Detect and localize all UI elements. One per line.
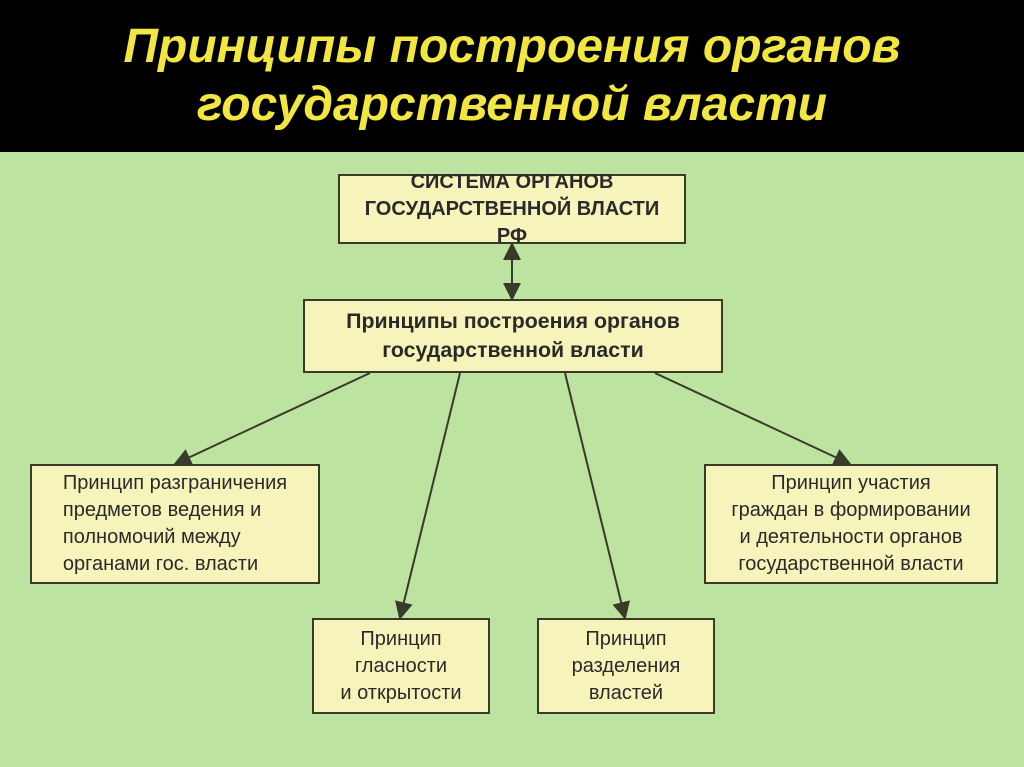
node-participation-l4: государственной власти <box>738 553 963 575</box>
node-delimitation: Принцип разграничения предметов ведения … <box>30 464 320 584</box>
node-openness-l2: гласности <box>355 655 447 677</box>
node-delimitation-l2: предметов ведения и <box>63 499 261 521</box>
title-line-2: государственной власти <box>197 78 827 131</box>
node-separation-l1: Принцип <box>585 628 666 650</box>
node-participation-l1: Принцип участия <box>771 472 930 494</box>
node-participation-l3: и деятельности органов <box>740 526 963 548</box>
node-principles-l2: государственной власти <box>382 338 643 362</box>
node-openness-l1: Принцип <box>360 628 441 650</box>
node-delimitation-l4: органами гос. власти <box>63 553 258 575</box>
node-separation: Принцип разделения властей <box>537 618 715 714</box>
node-principles: Принципы построения органов государствен… <box>303 299 723 373</box>
node-participation: Принцип участия граждан в формировании и… <box>704 464 998 584</box>
node-separation-l3: властей <box>589 682 663 704</box>
node-principles-l1: Принципы построения органов <box>346 309 680 333</box>
title-line-1: Принципы построения органов <box>123 20 900 73</box>
node-delimitation-l1: Принцип разграничения <box>63 472 287 494</box>
node-participation-l2: граждан в формировании <box>731 499 970 521</box>
node-system-l2: ГОСУДАРСТВЕННОЙ ВЛАСТИ РФ <box>365 198 660 247</box>
diagram-canvas: СИСТЕМА ОРГАНОВ ГОСУДАРСТВЕННОЙ ВЛАСТИ Р… <box>0 152 1024 767</box>
node-separation-l2: разделения <box>572 655 681 677</box>
node-system-l1: СИСТЕМА ОРГАНОВ <box>411 171 614 193</box>
node-openness-l3: и открытости <box>340 682 461 704</box>
node-delimitation-l3: полномочий между <box>63 526 241 548</box>
slide-title: Принципы построения органов государствен… <box>0 0 1024 152</box>
node-system: СИСТЕМА ОРГАНОВ ГОСУДАРСТВЕННОЙ ВЛАСТИ Р… <box>338 174 686 244</box>
node-openness: Принцип гласности и открытости <box>312 618 490 714</box>
